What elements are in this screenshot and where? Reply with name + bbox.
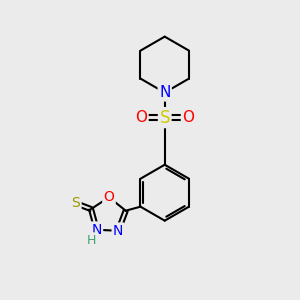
Text: S: S [71,196,80,210]
Text: N: N [113,224,123,238]
Text: H: H [87,234,96,247]
Text: O: O [103,190,114,204]
Text: O: O [135,110,147,125]
Text: O: O [182,110,194,125]
Text: N: N [159,85,170,100]
Text: N: N [92,223,102,237]
Text: S: S [160,109,170,127]
